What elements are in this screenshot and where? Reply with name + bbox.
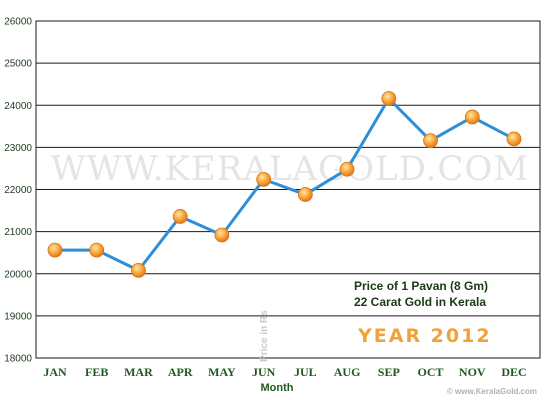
x-tick-label: JUN xyxy=(252,365,276,379)
plot-frame xyxy=(35,20,541,359)
data-point xyxy=(506,131,522,147)
x-tick-label: OCT xyxy=(418,365,444,379)
note-line-1: Price of 1 Pavan (8 Gm) xyxy=(354,279,488,293)
y-tick-label: 20000 xyxy=(4,269,32,280)
data-point xyxy=(381,91,397,106)
data-point xyxy=(172,209,188,224)
y-tick-label: 26000 xyxy=(4,17,32,28)
data-point xyxy=(89,242,105,258)
x-tick-label: MAR xyxy=(124,365,153,379)
x-tick-label: APR xyxy=(168,365,193,379)
x-tick-label: JUL xyxy=(294,365,317,379)
y-tick-labels: 18000 19000 20000 21000 22000 23000 24000 25000… xyxy=(4,17,32,365)
data-point xyxy=(256,171,272,187)
y-tick-label: 22000 xyxy=(4,185,32,196)
data-point xyxy=(423,133,438,149)
series-line xyxy=(55,97,515,272)
data-point xyxy=(131,262,146,278)
price-series xyxy=(47,91,522,278)
x-axis-label: Month xyxy=(261,382,294,394)
credit-text: © www.KeralaGold.com xyxy=(447,387,537,396)
y-tick-label: 23000 xyxy=(4,143,32,154)
grid-lines xyxy=(36,62,540,317)
note-line-2: 22 Carat Gold in Kerala xyxy=(354,295,486,309)
x-tick-label: SEP xyxy=(378,365,400,379)
data-point xyxy=(297,187,313,202)
x-tick-label: DEC xyxy=(501,365,526,379)
y-tick-label: 25000 xyxy=(4,59,32,70)
x-tick-labels: JAN FEB MAR APR MAY JUN JUL AUG SEP OCT NOV DEC xyxy=(43,365,526,379)
x-tick-label: AUG xyxy=(334,365,361,379)
data-point xyxy=(47,242,63,258)
data-point xyxy=(214,227,230,243)
data-point xyxy=(339,161,355,177)
watermark: WWW.KERALAGOLD.COM xyxy=(51,149,529,189)
x-tick-label: NOV xyxy=(459,365,486,379)
y-axis-label: Price in Rs xyxy=(259,310,270,362)
y-tick-label: 18000 xyxy=(4,354,32,365)
x-tick-label: JAN xyxy=(43,365,67,379)
y-tick-label: 21000 xyxy=(4,227,32,238)
x-tick-label: FEB xyxy=(85,365,108,379)
y-tick-label: 19000 xyxy=(4,311,32,322)
data-point xyxy=(464,109,480,125)
x-tick-label: MAY xyxy=(208,365,236,379)
y-tick-label: 24000 xyxy=(4,101,32,112)
year-label: YEAR 2012 xyxy=(357,325,492,347)
